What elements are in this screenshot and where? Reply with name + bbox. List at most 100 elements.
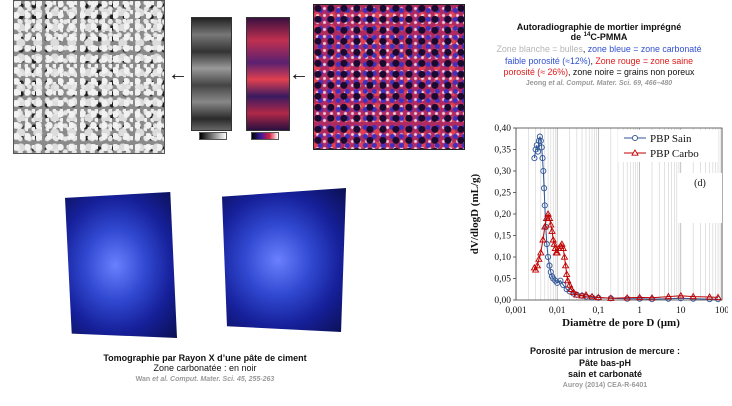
x-tick-label: 100 [715, 306, 728, 316]
tomography-cube-image-carbonated [222, 188, 346, 332]
data-point [535, 137, 542, 144]
data-point [677, 291, 685, 299]
porosity-color-scale [251, 132, 279, 140]
grayscale-color-scale [199, 132, 227, 140]
data-point [538, 144, 545, 151]
data-point [537, 137, 544, 144]
zone-description: Zone blanche = bulles, zone bleue = zone… [466, 44, 732, 79]
data-point [533, 261, 542, 269]
tomography-cube-image [65, 192, 177, 338]
data-point [582, 290, 590, 298]
data-point [648, 293, 656, 301]
data-point [547, 220, 555, 228]
autoradiography-title: Autoradiographie de mortier imprégné de … [466, 22, 732, 42]
y-tick-label: 0,00 [494, 296, 511, 306]
tomography-subtitle: Zone carbonatée : en noir [153, 363, 257, 373]
title-suffix: C-PMMA [590, 32, 628, 42]
data-point [545, 214, 554, 221]
legend-label: PBP Sain [650, 133, 692, 145]
data-point [569, 288, 578, 295]
data-point [541, 202, 548, 209]
black-zone-text: , zone noire = grains non poreux [568, 67, 695, 77]
grayscale-tomography-image [13, 0, 165, 154]
data-point [535, 255, 543, 262]
porosimetry-material: Pâte bas-pH [578, 357, 631, 368]
red-zone-porosity: porosité (≈ 26%) [503, 67, 569, 77]
title-line: de 14C-PMMA [466, 32, 732, 42]
tomography-reference: Wan et al. Comput. Mater. Sci. 45, 255-2… [40, 375, 370, 384]
y-tick-label: 0,05 [494, 275, 511, 285]
y-tick-label: 0,20 [494, 210, 511, 220]
y-tick-label: 0,10 [494, 253, 511, 263]
data-point [544, 210, 552, 217]
x-tick-label: 0,1 [592, 306, 604, 316]
title-prefix: de [570, 32, 584, 42]
ref-source: et al. Comput. Mater. Sci. 69, 466–480 [546, 79, 673, 87]
y-tick-label: 0,40 [494, 124, 511, 134]
porosimetry-title: Porosité par intrusion de mercure : [529, 346, 681, 356]
x-axis-label: Diamètre de pore D (µm) [562, 317, 680, 329]
data-point [623, 293, 631, 301]
data-point [705, 293, 714, 300]
data-point [536, 133, 543, 140]
ref-source: et al. Comput. Mater. Sci. 45, 255-263 [150, 375, 275, 383]
data-point [540, 167, 547, 175]
isotope-superscript: 14 [583, 32, 591, 38]
data-point [607, 294, 615, 301]
legend-label: PBP Carbo [650, 148, 699, 160]
annotation-box [678, 173, 722, 223]
data-point [543, 241, 550, 248]
data-point [567, 285, 576, 292]
data-point [557, 277, 564, 284]
data-point [545, 253, 552, 261]
data-point [562, 270, 571, 277]
data-point [549, 235, 557, 243]
separator: , [582, 44, 588, 54]
legend-marker [631, 134, 639, 142]
data-point [635, 293, 644, 301]
autoradiography-reference: Jeong et al. Comput. Mater. Sci. 69, 466… [466, 79, 732, 88]
data-point [534, 148, 541, 155]
data-point [565, 281, 574, 288]
ref-author: Jeong [525, 79, 547, 87]
x-tick-label: 0,001 [505, 306, 527, 316]
white-zone-text: Zone blanche = bulles [496, 44, 583, 54]
data-point [560, 253, 569, 260]
data-point [714, 293, 722, 301]
tomography-caption: Tomographie par Rayon X d’une pâte de ci… [40, 353, 370, 384]
series-line [533, 136, 718, 300]
data-point [559, 244, 567, 252]
y-tick-label: 0,30 [494, 167, 511, 177]
y-tick-label: 0,15 [494, 232, 511, 242]
arrow-left-icon: ← [168, 63, 188, 85]
data-point [560, 281, 567, 288]
data-point [553, 248, 561, 256]
data-point [563, 276, 572, 284]
autoradiography-caption: Autoradiographie de mortier imprégné de … [466, 22, 732, 88]
data-point [588, 292, 596, 300]
blue-zone-text: zone bleue = zone carbonaté [587, 44, 702, 54]
data-point [664, 292, 673, 300]
data-point [548, 227, 556, 234]
data-point [558, 240, 566, 247]
legend-marker [631, 149, 639, 156]
data-point [541, 222, 549, 230]
data-point [561, 261, 570, 269]
data-point [531, 265, 540, 273]
tomography-title: Tomographie par Rayon X d’une pâte de ci… [103, 353, 307, 363]
data-point [539, 155, 546, 162]
title-line: Autoradiographie de mortier imprégné [516, 22, 682, 32]
porosimetry-caption: Porosité par intrusion de mercure : Pâte… [505, 346, 705, 390]
y-axis-label: dV/dlogD (mL/g) [469, 173, 481, 254]
y-tick-label: 0,35 [494, 146, 511, 156]
series-line [533, 212, 719, 299]
x-tick-label: 10 [676, 306, 686, 316]
red-zone-text: Zone rouge = zone saine [595, 55, 693, 66]
arrow-left-icon: ← [289, 63, 309, 85]
data-point [689, 292, 697, 300]
data-point [537, 248, 545, 256]
data-point [546, 262, 553, 269]
separator: , [590, 55, 596, 66]
x-tick-label: 1 [637, 306, 642, 316]
ref-author: Wan [135, 375, 151, 383]
